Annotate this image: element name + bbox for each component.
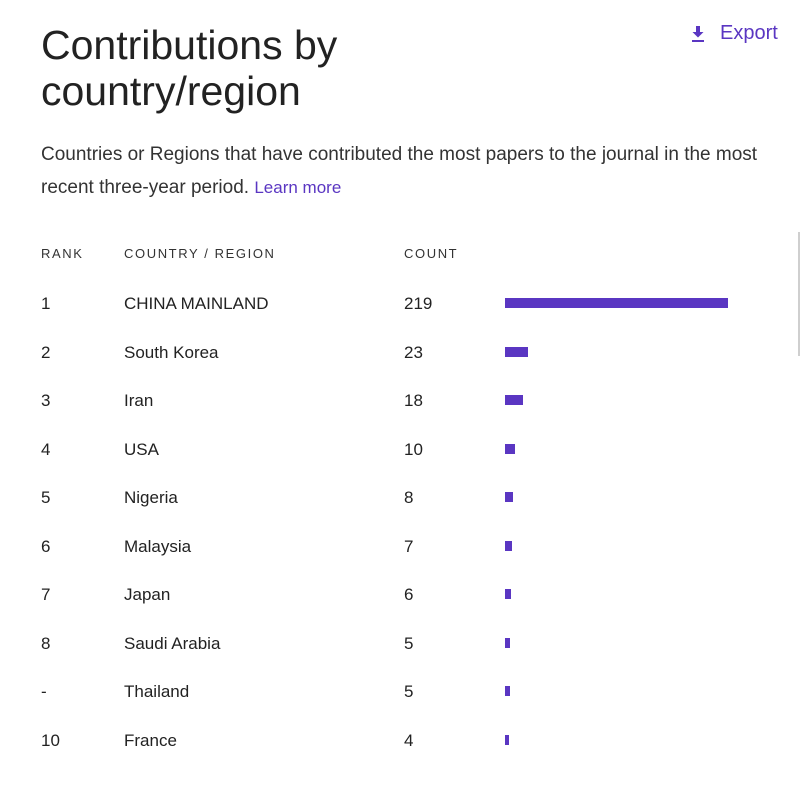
count-cell: 8 bbox=[404, 488, 414, 507]
rank-cell: 7 bbox=[41, 585, 51, 604]
count-bar bbox=[505, 686, 510, 696]
table-row: 8 Saudi Arabia 5 bbox=[0, 620, 800, 668]
rank-cell: 5 bbox=[41, 488, 51, 507]
export-button[interactable]: Export bbox=[690, 22, 778, 45]
country-cell: Thailand bbox=[124, 682, 190, 701]
count-cell: 23 bbox=[404, 342, 423, 362]
column-header-rank: RANK bbox=[41, 246, 84, 261]
country-cell: South Korea bbox=[124, 342, 219, 362]
country-cell: Saudi Arabia bbox=[124, 633, 221, 653]
count-bar bbox=[505, 395, 523, 405]
scrollbar-edge[interactable] bbox=[798, 232, 800, 356]
column-header-count: COUNT bbox=[404, 246, 459, 261]
rank-cell: 1 bbox=[41, 294, 51, 313]
description: Countries or Regions that have contribut… bbox=[41, 138, 791, 204]
column-header-country: COUNTRY / REGION bbox=[124, 246, 276, 261]
table-row: 3 Iran 18 bbox=[0, 377, 800, 425]
table-row: 2 South Korea 23 bbox=[0, 329, 800, 377]
count-cell: 10 bbox=[404, 439, 423, 459]
count-cell: 5 bbox=[404, 633, 414, 653]
rank-cell: 10 bbox=[41, 730, 60, 750]
table-row: 7 Japan 6 bbox=[0, 571, 800, 619]
count-cell: 7 bbox=[404, 536, 414, 556]
count-bar bbox=[505, 492, 513, 502]
table-row: 6 Malaysia 7 bbox=[0, 523, 800, 571]
count-bar bbox=[505, 346, 528, 357]
learn-more-link[interactable]: Learn more bbox=[254, 178, 342, 197]
rank-cell: 2 bbox=[41, 342, 51, 362]
rank-cell: - bbox=[41, 682, 47, 701]
table-row: 5 Nigeria 8 bbox=[0, 474, 800, 522]
rank-cell: 6 bbox=[41, 536, 51, 556]
country-cell: USA bbox=[124, 439, 159, 459]
count-bar bbox=[505, 540, 512, 551]
count-cell: 219 bbox=[404, 294, 433, 313]
description-text: Countries or Regions that have contribut… bbox=[41, 144, 758, 198]
table-row: 4 USA 10 bbox=[0, 426, 800, 474]
table-row: - Thailand 5 bbox=[0, 668, 800, 716]
country-cell: Malaysia bbox=[124, 536, 192, 556]
count-bar bbox=[505, 637, 510, 648]
download-icon bbox=[692, 25, 704, 42]
country-cell: Japan bbox=[124, 585, 171, 604]
table-row: 1 CHINA MAINLAND 219 bbox=[0, 280, 800, 328]
count-bar bbox=[505, 298, 728, 308]
rank-cell: 3 bbox=[41, 391, 51, 410]
count-cell: 18 bbox=[404, 391, 423, 410]
count-cell: 6 bbox=[404, 585, 414, 604]
table-row: 10 France 4 bbox=[0, 717, 800, 765]
country-cell: CHINA MAINLAND bbox=[124, 294, 269, 313]
count-bar bbox=[505, 589, 511, 599]
rank-cell: 4 bbox=[41, 439, 51, 459]
count-cell: 4 bbox=[404, 730, 414, 750]
count-cell: 5 bbox=[404, 682, 414, 701]
country-cell: France bbox=[124, 730, 177, 750]
count-bar bbox=[505, 734, 509, 745]
page-title: Contributions by country/region bbox=[41, 22, 338, 114]
rank-cell: 8 bbox=[41, 633, 51, 653]
country-cell: Iran bbox=[124, 391, 154, 410]
count-bar bbox=[505, 443, 515, 454]
country-cell: Nigeria bbox=[124, 488, 178, 507]
table-header: RANK COUNTRY / REGION COUNT bbox=[0, 246, 800, 266]
export-label: Export bbox=[720, 22, 778, 44]
